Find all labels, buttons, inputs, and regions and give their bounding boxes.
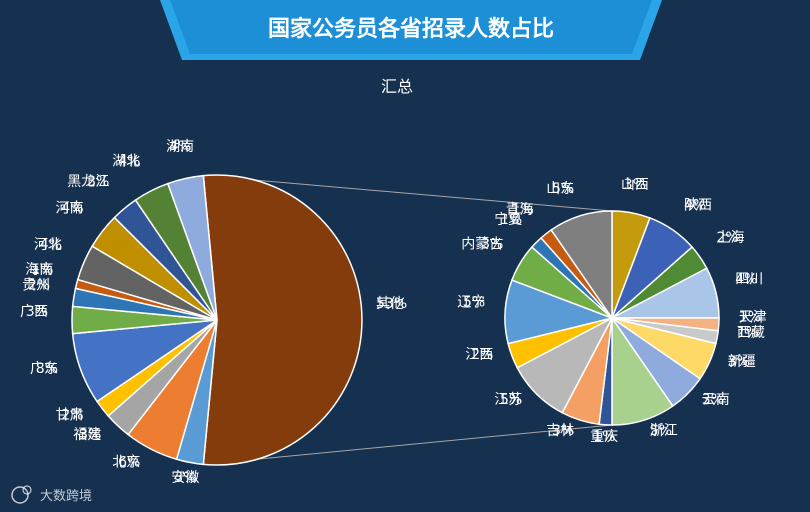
- main-slice-0: [202, 174, 363, 466]
- brand-logo: [11, 485, 32, 504]
- main-slice-label-10: 河南4%: [56, 200, 84, 216]
- sub-slice-label-0: 山西3%: [621, 177, 649, 193]
- main-slice-label-13: 湖南4%: [166, 139, 194, 155]
- sub-slice-label-3: 四川4%: [735, 272, 763, 288]
- main-slice-label-12: 湖北4%: [112, 153, 140, 169]
- sub-slice-label-16: 青海1%: [506, 202, 534, 218]
- main-slice-label-0: 其他53%: [376, 296, 407, 312]
- main-slice-label-5: 广东8%: [30, 361, 58, 377]
- main-slice-label-2: 北京6%: [112, 455, 140, 471]
- connector-line-bottom: [203, 424, 613, 465]
- slice-labels: 其他53% 安徽3% 北京6% 福建3% 甘肃2% 广东8% 广西3% 贵州2%海南1% 河北4…: [20, 139, 767, 486]
- main-slice-label-6: 广西3%: [20, 304, 48, 320]
- sub-slice-17: [550, 210, 613, 321]
- sub-slice-label-7: 云南3%: [702, 392, 730, 408]
- main-slice-label-11: 黑龙江3%: [67, 174, 109, 190]
- sub-slice-label-13: 辽宁5%: [457, 293, 485, 310]
- title-banner-inner: [170, 0, 652, 54]
- sub-slice-label-15: 宁夏1%: [494, 211, 522, 228]
- sub-slice-label-2: 上海2%: [717, 230, 745, 246]
- sub-pie: [504, 210, 720, 426]
- main-slice-13: [166, 174, 218, 321]
- main-slice-label-3: 福建3%: [73, 427, 101, 443]
- chart-subtitle: 汇总: [381, 77, 413, 96]
- chart-title: 国家公务员各省招录人数占比: [268, 16, 554, 42]
- sub-slice-label-14: 内蒙古3%: [461, 236, 503, 252]
- main-slice-label-8: 海南1%: [25, 262, 53, 278]
- connector-line-top: [203, 175, 613, 212]
- sub-slice-label-12: 江西2%: [465, 347, 493, 363]
- sub-slice-label-10: 吉林3%: [546, 423, 574, 439]
- sub-slice-label-17: 山东5%: [546, 181, 574, 197]
- sub-slice-label-8: 浙江5%: [650, 423, 678, 439]
- main-slice-label-7: 贵州2%: [22, 278, 50, 294]
- main-slice-label-4: 甘肃2%: [56, 408, 84, 424]
- sub-slice-label-11: 江苏5%: [494, 392, 522, 408]
- main-pie: [71, 174, 363, 466]
- sub-slice-label-1: 陕西4%: [684, 198, 712, 214]
- sub-slice-label-6: 新疆3%: [728, 354, 756, 370]
- main-slice-label-9: 河北4%: [34, 237, 62, 253]
- main-slice-label-1: 安徽3%: [171, 470, 199, 486]
- sub-slice-label-9: 重庆1%: [590, 429, 618, 445]
- sub-slice-label-4: 天津1%: [739, 310, 767, 326]
- sub-slice-label-5: 西藏1%: [737, 325, 765, 341]
- watermark-text: 大数跨境: [40, 489, 92, 504]
